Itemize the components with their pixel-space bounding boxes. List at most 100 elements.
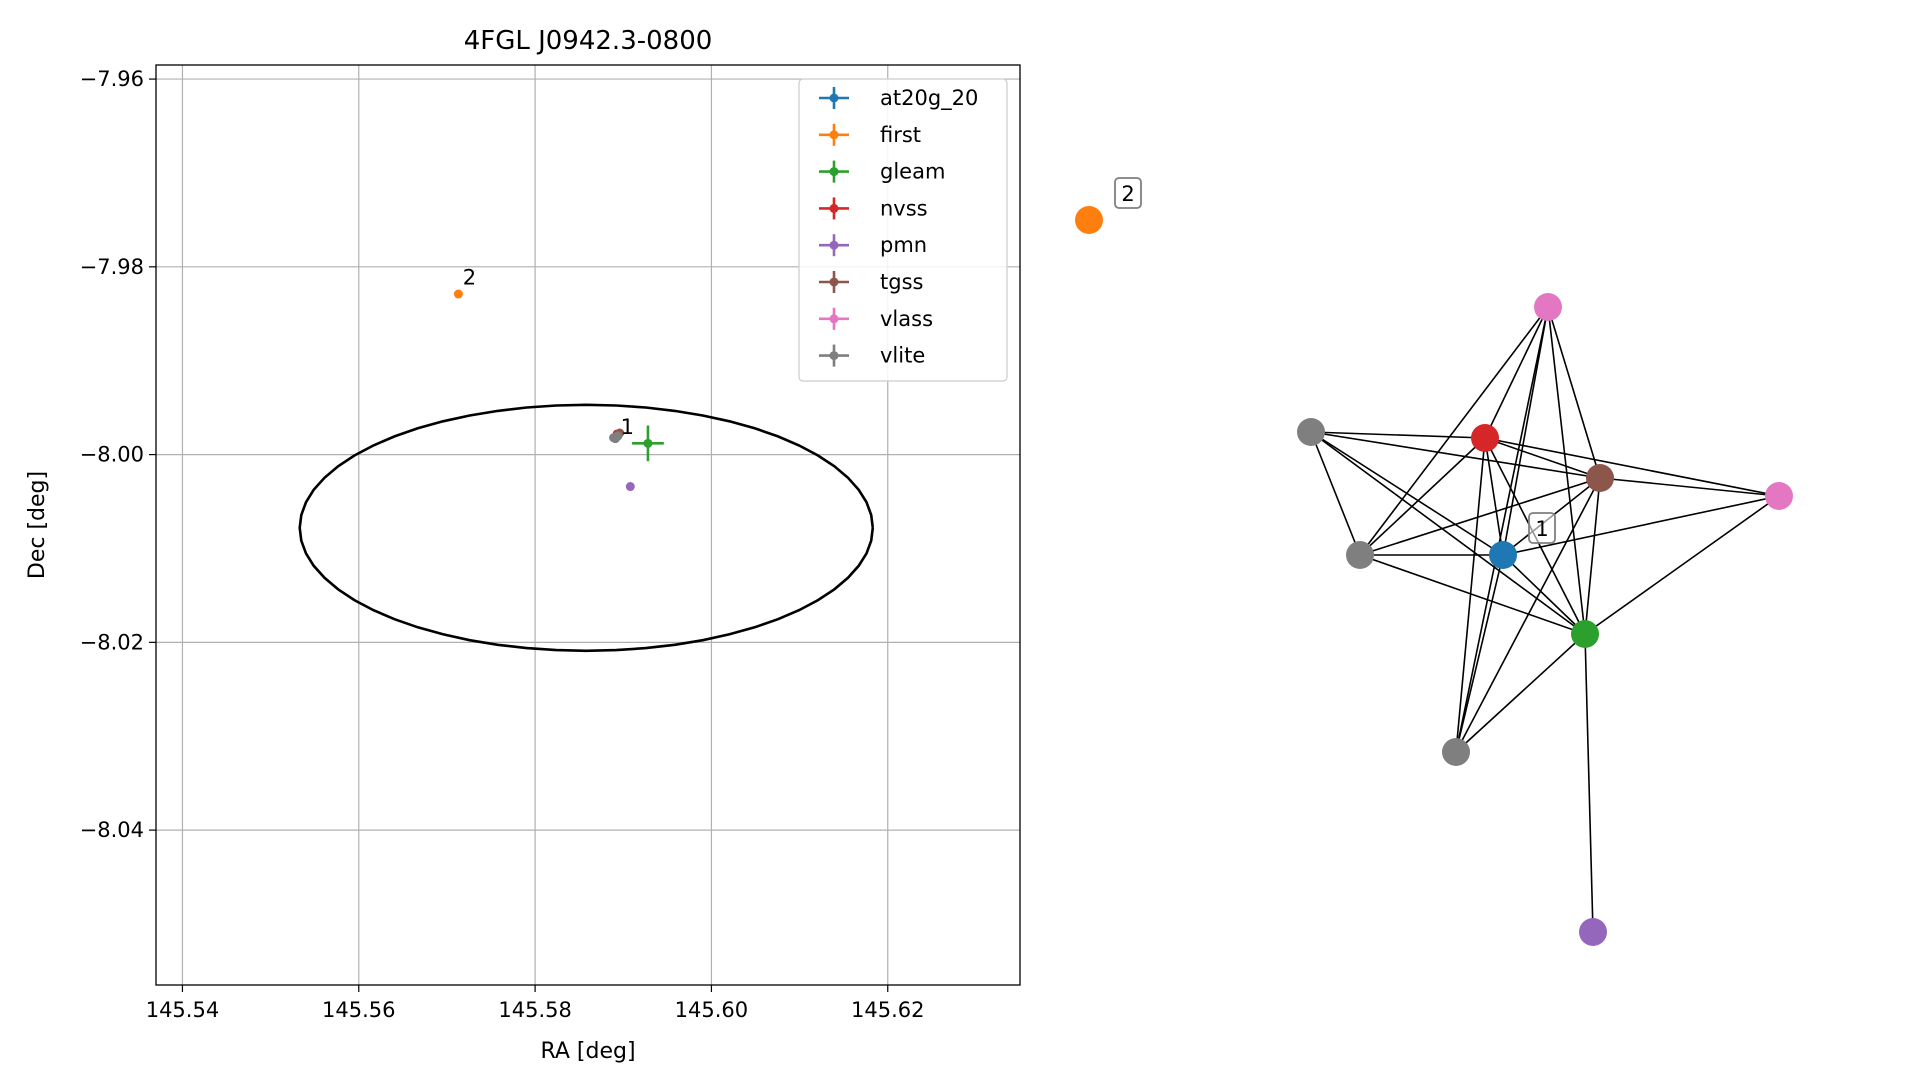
ticks-layer: 145.54 145.56 145.58 145.60 145.62 −7.96 −7.98…	[80, 67, 925, 1022]
network-edge	[1359, 477, 1601, 556]
network-node	[1586, 464, 1614, 492]
network-edge	[1359, 306, 1549, 556]
network-edge	[1310, 431, 1504, 556]
localization-ellipse	[298, 403, 875, 653]
legend-marker-dot	[829, 351, 839, 361]
network-edge	[1310, 431, 1586, 635]
network-panel: 21	[1075, 177, 1793, 946]
network-node	[1297, 418, 1325, 446]
legend-item-vlass: vlass	[819, 307, 933, 331]
legend-label: vlite	[880, 344, 925, 368]
network-edge	[1547, 306, 1601, 479]
network-node	[1534, 293, 1562, 321]
legend-marker-dot	[829, 130, 839, 140]
network-edge	[1310, 431, 1486, 439]
legend-label: pmn	[880, 233, 927, 257]
network-node	[1489, 541, 1517, 569]
network-label: 2	[1121, 182, 1134, 206]
legend-item-tgss: tgss	[819, 270, 923, 294]
legend-box	[798, 78, 1008, 382]
y-tick-label: −8.00	[80, 443, 144, 467]
network-edge	[1584, 477, 1601, 635]
x-tick-label: 145.62	[851, 998, 924, 1022]
point-gleam	[643, 438, 653, 448]
network-edge	[1502, 554, 1586, 635]
network-node	[1442, 738, 1470, 766]
localization-ellipse-layer	[298, 403, 875, 653]
grid	[156, 65, 1020, 985]
legend-marker-dot	[829, 240, 839, 250]
legend-label: gleam	[880, 160, 945, 184]
legend-label: tgss	[880, 270, 923, 294]
point-pmn	[625, 482, 635, 492]
network-edge	[1455, 437, 1486, 753]
network-edge	[1484, 306, 1549, 439]
network-edge	[1310, 431, 1601, 479]
network-edge	[1310, 431, 1361, 556]
legend-marker-dot	[829, 203, 839, 213]
legend-item-nvss: nvss	[819, 196, 928, 220]
network-node	[1579, 918, 1607, 946]
network-node	[1075, 206, 1103, 234]
network-node	[1346, 541, 1374, 569]
legend-marker-dot	[829, 277, 839, 287]
network-node	[1765, 482, 1793, 510]
x-tick-label: 145.54	[146, 998, 219, 1022]
network-edge	[1484, 437, 1601, 479]
axes-frame	[155, 64, 1021, 986]
y-tick-label: −7.96	[80, 67, 144, 91]
network-edge	[1359, 437, 1486, 556]
legend-label: first	[880, 123, 921, 147]
network-edge	[1584, 495, 1780, 635]
network-label-box	[1528, 512, 1556, 544]
legend-item-first: first	[819, 123, 921, 147]
annotation-label: 1	[621, 415, 634, 439]
network-label: 1	[1535, 517, 1548, 541]
network-edge	[1484, 437, 1780, 497]
network-edge	[1599, 477, 1780, 497]
network-edge	[1484, 437, 1504, 556]
point-vlite	[613, 431, 623, 441]
network-edge	[1455, 554, 1504, 753]
x-tick-label: 145.60	[675, 998, 748, 1022]
network-edge	[1455, 306, 1549, 753]
y-tick-label: −8.02	[80, 630, 144, 654]
data-points-layer	[453, 289, 664, 492]
chart-title: 4FGL J0942.3-0800	[464, 26, 713, 56]
legend-label: at20g_20	[880, 86, 978, 111]
scatter-panel: 12 145.54 145.56 145.58 145.60 145.62−7.96−7…	[25, 26, 1021, 1064]
network-edge	[1455, 633, 1586, 753]
x-axis-label: RA [deg]	[540, 1039, 635, 1064]
network-node	[1571, 620, 1599, 648]
network-edge	[1584, 633, 1594, 933]
annotation-label: 2	[463, 266, 476, 290]
network-node	[1471, 424, 1499, 452]
legend-marker-dot	[829, 93, 839, 103]
nodes-layer	[1075, 206, 1793, 946]
network-edge	[1359, 554, 1586, 635]
y-tick-label: −8.04	[80, 818, 144, 842]
legend-item-vlite: vlite	[819, 344, 925, 368]
point-first	[453, 289, 463, 299]
legend-item-pmn: pmn	[819, 233, 927, 257]
legend-item-gleam: gleam	[819, 160, 945, 184]
legend-item-at20g_20: at20g_20	[819, 86, 978, 111]
network-edge	[1547, 306, 1586, 635]
legend-label: nvss	[880, 196, 928, 220]
legend-label: vlass	[880, 307, 933, 331]
network-edge	[1502, 495, 1780, 556]
y-axis-label: Dec [deg]	[25, 471, 50, 579]
x-tick-label: 145.56	[322, 998, 395, 1022]
legend-marker-dot	[829, 314, 839, 324]
annotation-layer: 12	[463, 266, 634, 439]
edges-layer	[1310, 306, 1780, 933]
x-tick-label: 145.58	[498, 998, 571, 1022]
network-edge	[1502, 306, 1549, 556]
network-edge	[1455, 477, 1601, 753]
y-tick-label: −7.98	[80, 255, 144, 279]
legend-marker-dot	[829, 167, 839, 177]
network-labels-layer: 21	[1114, 177, 1556, 544]
